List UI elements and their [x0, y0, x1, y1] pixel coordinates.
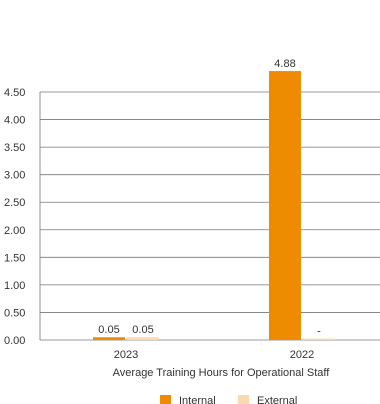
- x-tick-label: 2022: [290, 349, 314, 361]
- x-axis-title: Average Training Hours for Operational S…: [113, 367, 331, 379]
- y-tick-label: 2.00: [4, 225, 25, 237]
- y-tick-label: 3.50: [4, 142, 25, 154]
- y-tick-label: 1.50: [4, 252, 25, 264]
- y-tick-label: 2.50: [4, 197, 25, 209]
- internal-legend-swatch: [160, 395, 171, 404]
- y-tick-label: 1.00: [4, 280, 25, 292]
- data-label: 0.05: [98, 324, 119, 336]
- y-tick-label: 0.50: [4, 307, 25, 319]
- y-tick-label: 3.00: [4, 170, 25, 182]
- legend-label: External: [257, 395, 297, 404]
- external-bar-2022: [303, 338, 335, 340]
- external-bar-2023: [127, 337, 159, 340]
- external-legend-swatch: [238, 395, 249, 404]
- data-label: 4.88: [274, 58, 295, 70]
- data-label: 0.05: [132, 324, 153, 336]
- y-tick-label: 4.00: [4, 115, 25, 127]
- x-tick-label: 2023: [114, 349, 138, 361]
- internal-bar-2022: [269, 71, 301, 341]
- legend-label: Internal: [179, 395, 216, 404]
- y-tick-label: 4.50: [4, 87, 25, 99]
- data-label: -: [317, 326, 321, 338]
- internal-bar-2023: [93, 337, 125, 340]
- y-tick-label: 0.00: [4, 335, 25, 347]
